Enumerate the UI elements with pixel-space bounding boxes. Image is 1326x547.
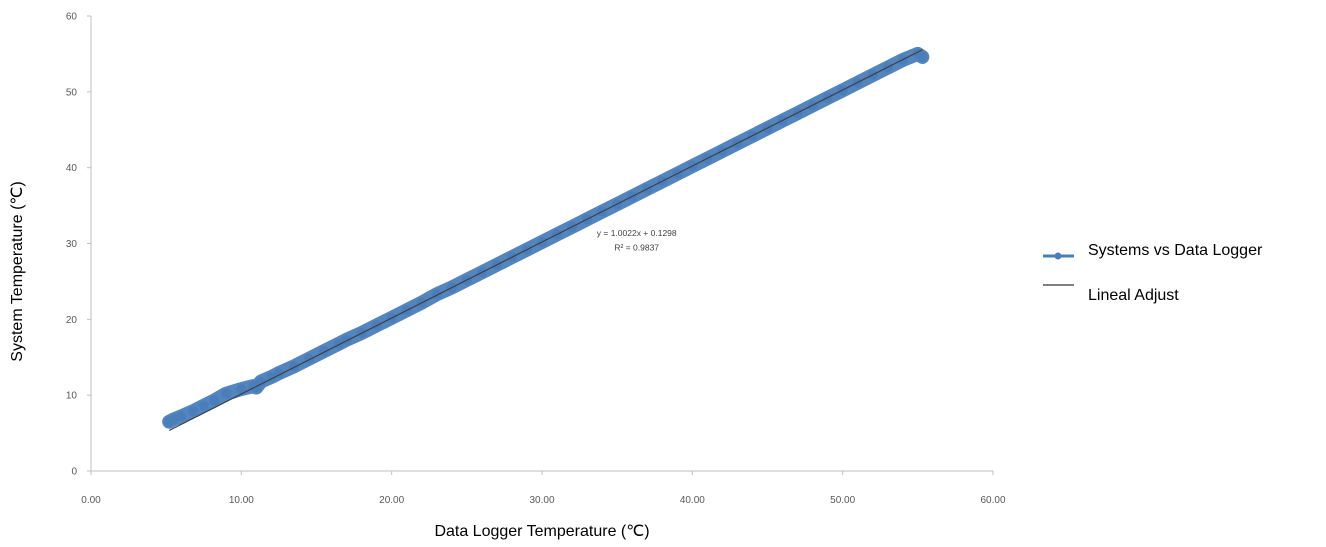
x-tick-label: 40.00 bbox=[680, 495, 705, 506]
data-point bbox=[236, 384, 247, 395]
x-tick-label: 30.00 bbox=[529, 495, 554, 506]
data-point bbox=[917, 51, 928, 62]
data-point bbox=[319, 346, 330, 357]
trendline-lineal-adjust bbox=[168, 49, 923, 432]
legend-label-series: Systems vs Data Logger bbox=[1088, 242, 1263, 259]
y-tick-label: 20 bbox=[66, 315, 78, 326]
y-tick-label: 10 bbox=[66, 391, 78, 402]
data-point bbox=[431, 289, 442, 300]
x-tick-label: 0.00 bbox=[81, 495, 101, 506]
r-squared-label: R² = 0.9837 bbox=[614, 242, 659, 252]
y-axis-title: System Temperature (℃) bbox=[9, 181, 26, 361]
data-point bbox=[341, 334, 352, 345]
data-point bbox=[255, 376, 266, 387]
data-point bbox=[303, 353, 314, 364]
y-tick-label: 60 bbox=[66, 12, 78, 23]
legend-label-trendline: Lineal Adjust bbox=[1088, 287, 1179, 304]
data-point bbox=[168, 414, 179, 425]
x-tick-label: 20.00 bbox=[379, 495, 404, 506]
data-point bbox=[198, 400, 209, 411]
axis-ticks: 0.00 10.00 20.00 30.00 40.00 50.00 60.00 0 10 20 3… bbox=[66, 12, 1006, 507]
x-tick-label: 10.00 bbox=[229, 495, 254, 506]
data-point bbox=[209, 395, 220, 406]
data-point bbox=[221, 388, 232, 399]
x-tick-label: 60.00 bbox=[980, 495, 1005, 506]
y-tick-label: 30 bbox=[66, 239, 78, 250]
regression-equation: y = 1.0022x + 0.1298 bbox=[597, 228, 677, 238]
legend-marker-series bbox=[1054, 252, 1062, 260]
plot-data-layer bbox=[162, 46, 930, 432]
x-axis-title: Data Logger Temperature (℃) bbox=[434, 523, 649, 540]
x-tick-label: 50.00 bbox=[830, 495, 855, 506]
y-tick-label: 40 bbox=[66, 163, 78, 174]
data-point bbox=[176, 411, 187, 422]
y-tick-label: 0 bbox=[71, 467, 77, 478]
chart-legend: Systems vs Data Logger Lineal Adjust bbox=[1043, 242, 1263, 304]
data-point bbox=[188, 406, 199, 417]
y-tick-label: 50 bbox=[66, 87, 78, 98]
